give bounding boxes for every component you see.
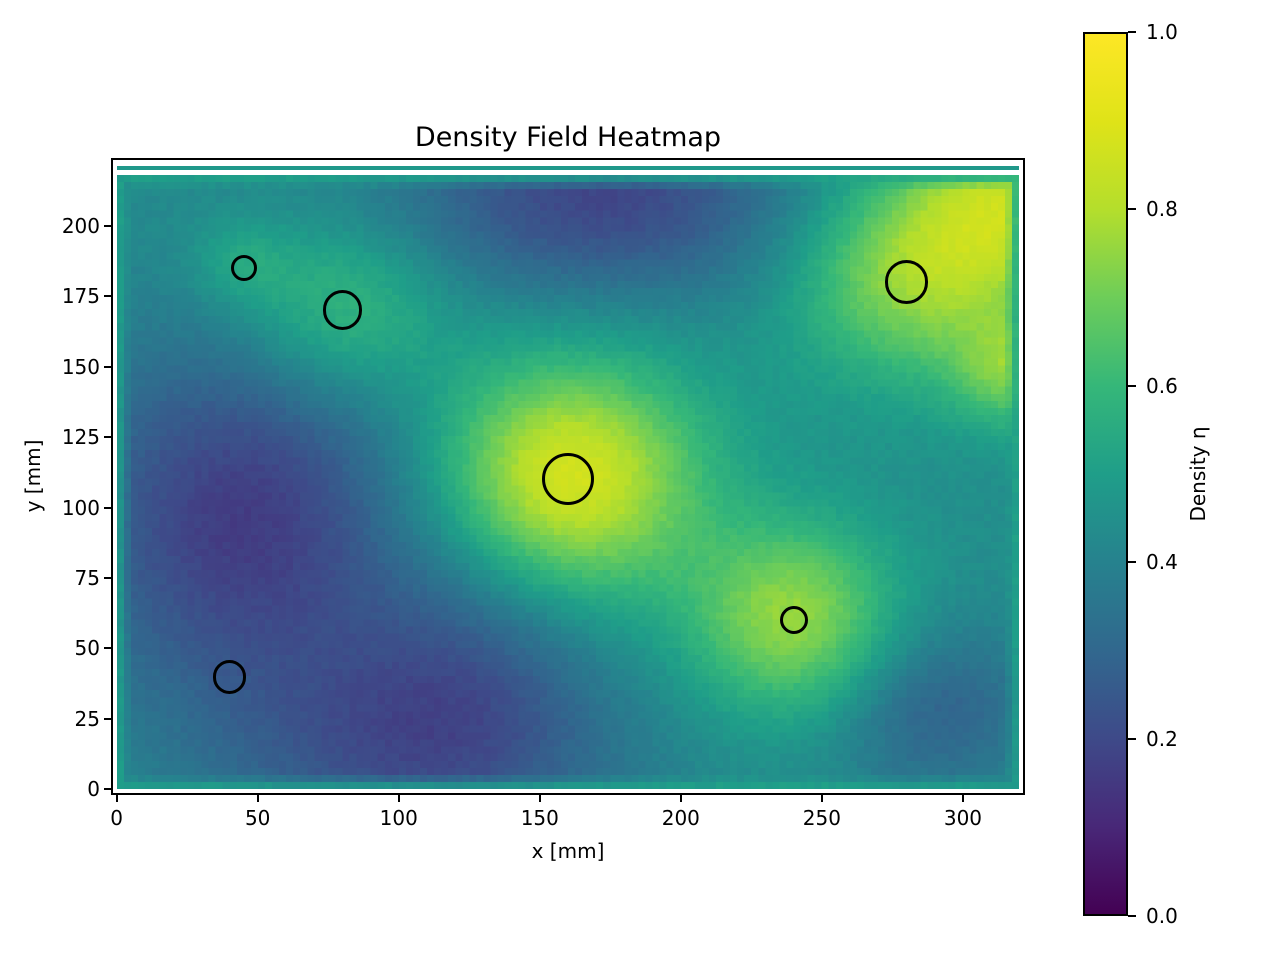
colorbar-tick-label: 0.6 bbox=[1146, 373, 1178, 398]
inclusion-circle bbox=[212, 659, 247, 694]
colorbar-tick-mark bbox=[1128, 915, 1136, 917]
colorbar-label: Density η bbox=[1186, 426, 1210, 522]
inclusion-circle bbox=[884, 260, 929, 304]
colorbar bbox=[1083, 32, 1128, 916]
x-tick-mark bbox=[961, 795, 964, 802]
y-axis-label: y [mm] bbox=[21, 439, 45, 513]
x-tick-label: 150 bbox=[520, 806, 559, 830]
y-tick-label: 175 bbox=[61, 284, 100, 309]
x-tick-label: 300 bbox=[943, 806, 983, 830]
y-tick-label: 0 bbox=[87, 777, 100, 802]
y-tick-label: 200 bbox=[61, 213, 100, 238]
x-tick-mark bbox=[538, 795, 541, 802]
colorbar-tick-label: 0.2 bbox=[1146, 727, 1178, 752]
colorbar-tick-label: 0.8 bbox=[1146, 196, 1178, 221]
x-axis-label: x [mm] bbox=[531, 839, 605, 863]
y-tick-label: 150 bbox=[61, 354, 100, 379]
colorbar-tick-label: 0.4 bbox=[1146, 550, 1178, 575]
y-tick-mark bbox=[104, 436, 111, 439]
y-tick-mark bbox=[104, 224, 111, 227]
chart-title: Density Field Heatmap bbox=[414, 122, 722, 153]
x-tick-label: 100 bbox=[379, 806, 418, 830]
colorbar-tick-label: 1.0 bbox=[1146, 20, 1178, 44]
colorbar-tick-label: 0.0 bbox=[1146, 904, 1178, 928]
heatmap-top-stripe bbox=[116, 166, 1020, 170]
x-tick-mark bbox=[115, 795, 118, 802]
y-tick-mark bbox=[104, 576, 111, 579]
y-tick-label: 125 bbox=[61, 425, 100, 450]
colorbar-tick-mark bbox=[1128, 738, 1136, 741]
colorbar-tick-mark bbox=[1128, 384, 1136, 387]
y-tick-mark bbox=[104, 295, 111, 298]
inclusion-circle bbox=[322, 290, 363, 330]
y-tick-label: 75 bbox=[74, 565, 100, 590]
colorbar-tick-mark bbox=[1128, 31, 1136, 33]
x-tick-mark bbox=[397, 795, 400, 802]
y-tick-label: 25 bbox=[74, 706, 100, 731]
inclusion-circle bbox=[542, 453, 594, 506]
y-tick-mark bbox=[104, 365, 111, 368]
x-tick-label: 200 bbox=[661, 806, 700, 830]
y-tick-label: 100 bbox=[61, 495, 100, 520]
colorbar-tick-mark bbox=[1128, 207, 1136, 210]
x-tick-mark bbox=[820, 795, 823, 802]
x-tick-label: 250 bbox=[802, 806, 841, 830]
x-tick-label: 50 bbox=[244, 806, 271, 830]
y-tick-label: 50 bbox=[74, 636, 100, 661]
colorbar-gradient bbox=[1085, 34, 1126, 914]
inclusion-circle bbox=[230, 254, 257, 281]
y-tick-mark bbox=[104, 788, 111, 791]
y-tick-mark bbox=[104, 647, 111, 650]
x-tick-mark bbox=[256, 795, 259, 802]
x-tick-label: 0 bbox=[110, 806, 124, 830]
y-tick-mark bbox=[104, 506, 111, 509]
inclusion-circle bbox=[779, 606, 808, 635]
x-tick-mark bbox=[679, 795, 682, 802]
y-tick-mark bbox=[104, 717, 111, 720]
colorbar-tick-mark bbox=[1128, 561, 1136, 564]
